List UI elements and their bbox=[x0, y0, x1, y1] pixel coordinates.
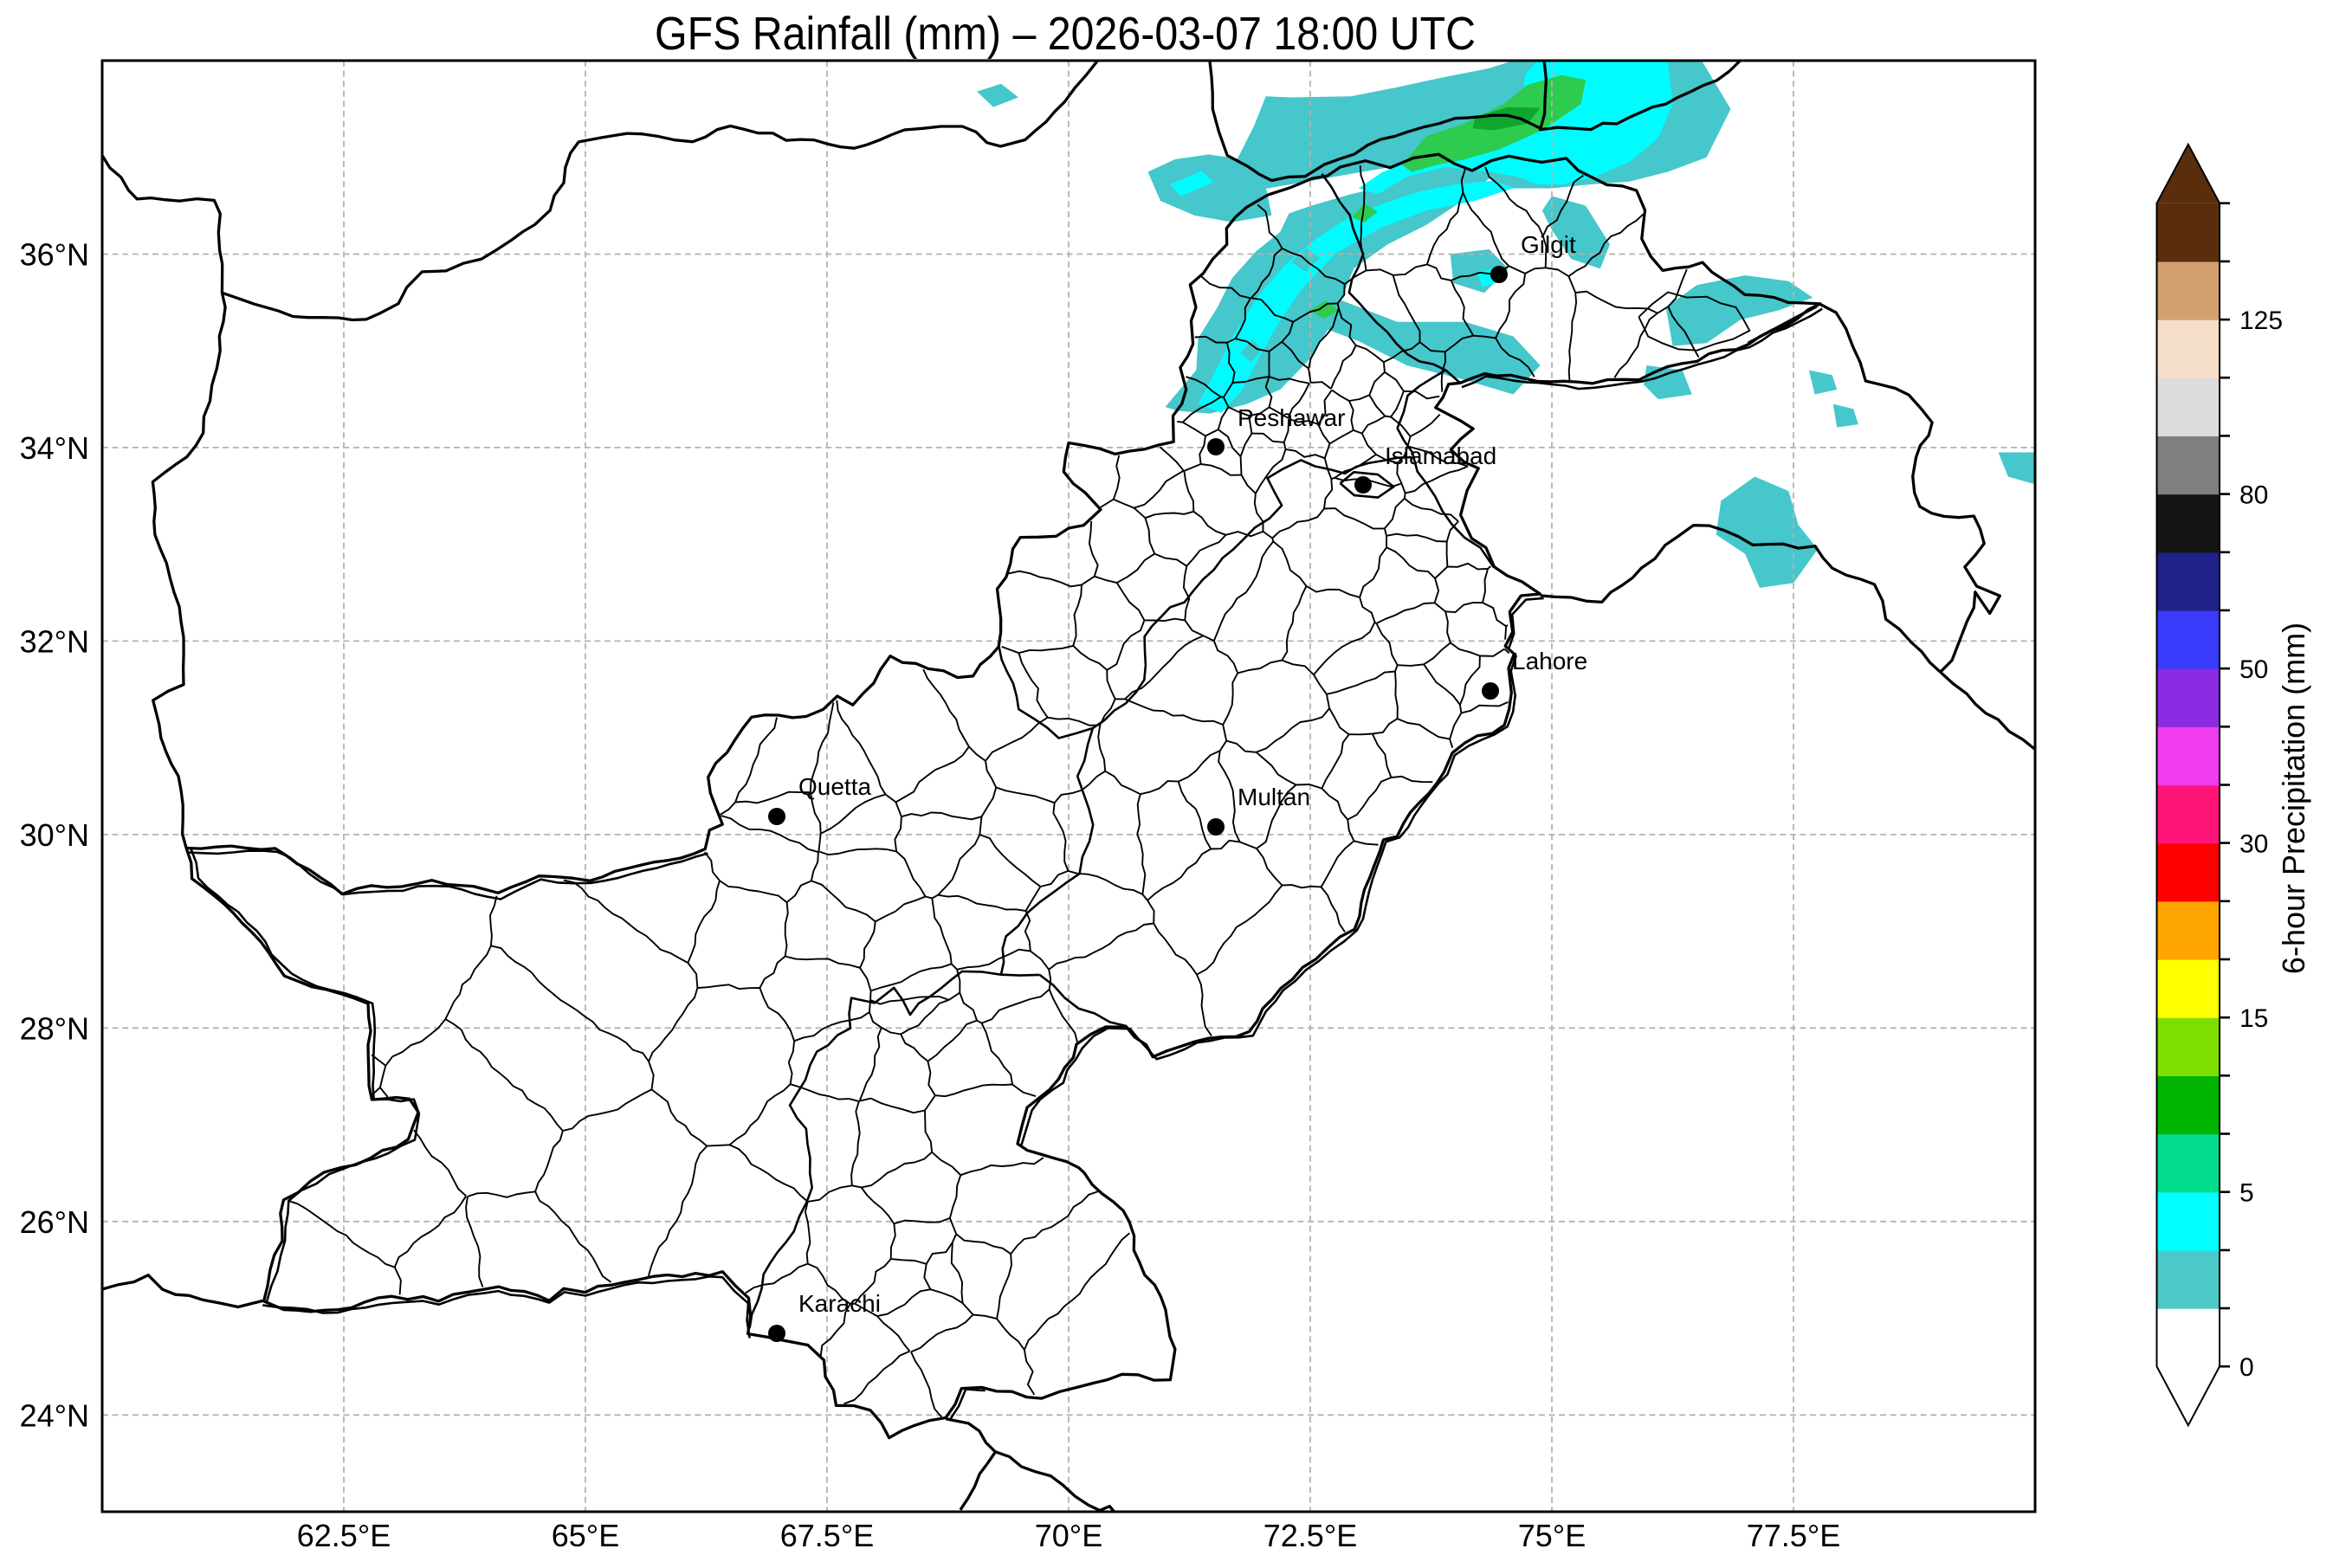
svg-text:15: 15 bbox=[2239, 1004, 2268, 1033]
svg-text:70°E: 70°E bbox=[1035, 1518, 1102, 1553]
svg-text:30°N: 30°N bbox=[20, 817, 89, 853]
svg-text:72.5°E: 72.5°E bbox=[1263, 1518, 1357, 1553]
svg-text:125: 125 bbox=[2239, 307, 2283, 335]
svg-text:67.5°E: 67.5°E bbox=[780, 1518, 874, 1553]
svg-text:Peshawar: Peshawar bbox=[1238, 404, 1346, 431]
svg-text:Islamabad: Islamabad bbox=[1385, 442, 1496, 469]
svg-text:50: 50 bbox=[2239, 655, 2268, 684]
svg-text:Karachi: Karachi bbox=[798, 1290, 881, 1317]
svg-text:GFS Rainfall (mm) – 2026-03-07: GFS Rainfall (mm) – 2026-03-07 18:00 UTC bbox=[655, 8, 1476, 60]
svg-text:Multan: Multan bbox=[1238, 784, 1310, 810]
svg-text:80: 80 bbox=[2239, 481, 2268, 510]
svg-text:65°E: 65°E bbox=[552, 1518, 619, 1553]
svg-text:75°E: 75°E bbox=[1518, 1518, 1586, 1553]
svg-text:5: 5 bbox=[2239, 1179, 2254, 1208]
svg-text:Quetta: Quetta bbox=[798, 773, 871, 800]
svg-text:34°N: 34°N bbox=[20, 430, 89, 466]
svg-text:24°N: 24°N bbox=[20, 1397, 89, 1433]
svg-text:77.5°E: 77.5°E bbox=[1747, 1518, 1840, 1553]
svg-text:28°N: 28°N bbox=[20, 1010, 89, 1046]
svg-text:62.5°E: 62.5°E bbox=[297, 1518, 391, 1553]
svg-text:26°N: 26°N bbox=[20, 1204, 89, 1240]
svg-text:36°N: 36°N bbox=[20, 237, 89, 273]
svg-text:Lahore: Lahore bbox=[1512, 648, 1587, 674]
svg-text:Gilgit: Gilgit bbox=[1521, 231, 1576, 258]
svg-text:32°N: 32°N bbox=[20, 623, 89, 659]
svg-text:0: 0 bbox=[2239, 1353, 2254, 1382]
svg-text:6-hour Precipitation (mm): 6-hour Precipitation (mm) bbox=[2276, 623, 2311, 974]
svg-text:30: 30 bbox=[2239, 830, 2268, 859]
